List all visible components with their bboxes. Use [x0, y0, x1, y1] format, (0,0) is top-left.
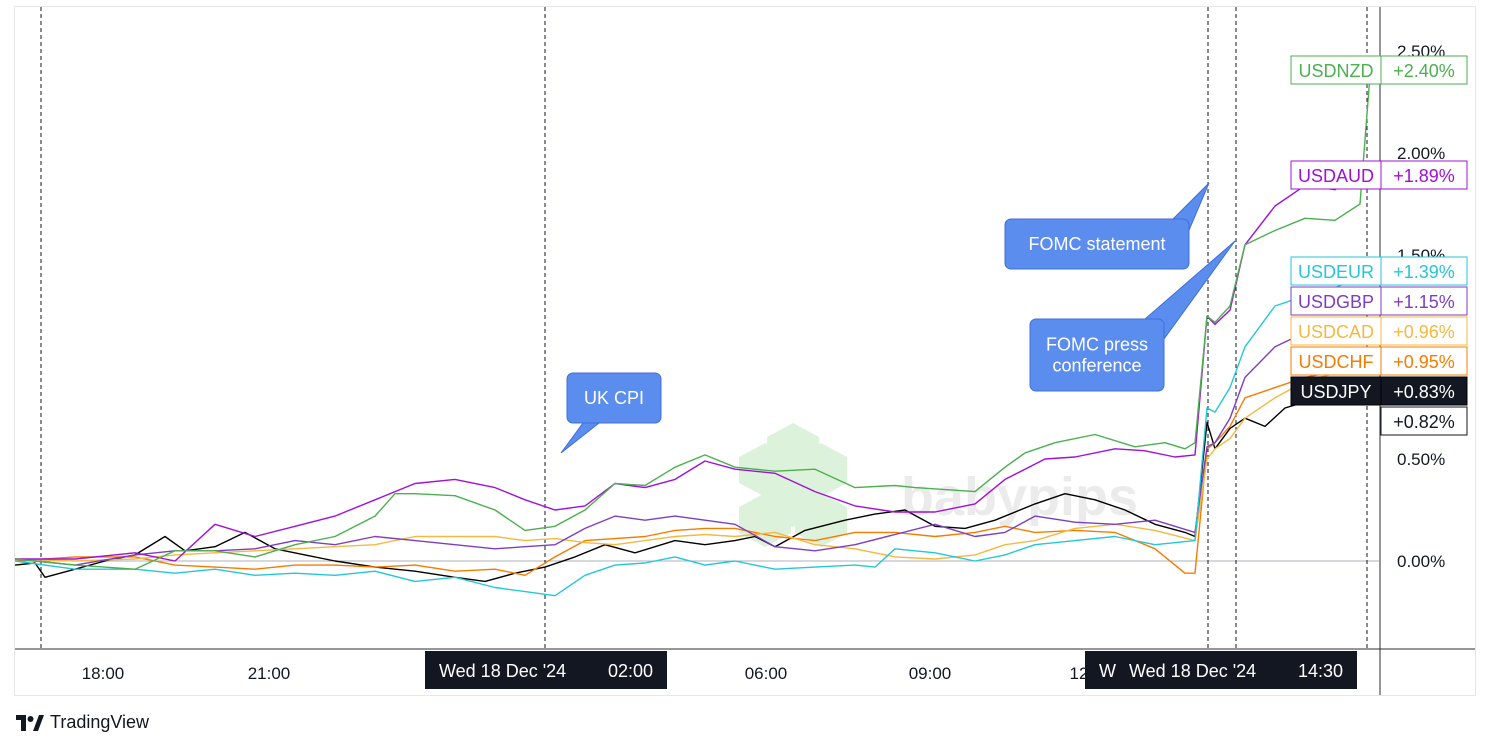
time-label-time: 14:30 [1298, 661, 1343, 681]
callout-box [1029, 318, 1165, 392]
tradingview-brand[interactable]: TradingView [16, 712, 149, 733]
callout-text: UK CPI [584, 388, 644, 408]
series-price: +0.82% [1393, 412, 1455, 432]
crosshair-time-label: Wed 18 Dec '24 02:00 [425, 651, 667, 689]
series-label-usdjpy[interactable]: USDJPY +0.83% +0.82% [1290, 376, 1468, 436]
series-name-tag [1290, 346, 1382, 376]
series-name: USDGBP [1298, 292, 1374, 312]
chart-frame: babypips 2.50% 2.00% 1.50% 0.50% 0.00% 18:00 21… [14, 6, 1476, 696]
series-value: +1.89% [1393, 166, 1455, 186]
watermark-hexagon-icon [795, 443, 847, 497]
watermark-hexagon-icon [767, 423, 819, 477]
annotation-callout: UK CPI [560, 372, 662, 454]
time-label-date: Wed 18 Dec '24 [1129, 661, 1256, 681]
series-value-tag [1380, 256, 1468, 286]
annotation-callout: FOMC statement [1004, 182, 1210, 270]
watermark-hexagon-icon [767, 473, 819, 527]
watermark-hexagon-icon [795, 493, 847, 547]
callout-box [566, 372, 662, 424]
series-name: USDCHF [1299, 352, 1374, 372]
x-tick-label: 09:00 [909, 664, 952, 683]
series-name: USDCAD [1298, 322, 1374, 342]
crosshair-time-label: W Wed 18 Dec '24 14:30 [1085, 651, 1357, 689]
series-value-tag [1380, 286, 1468, 316]
series-line-usdjpy [15, 391, 1361, 583]
y-tick-label: 0.50% [1397, 450, 1445, 469]
series-value-tag [1380, 160, 1468, 190]
series-value-tag [1380, 316, 1468, 346]
brand-name: TradingView [50, 712, 150, 732]
x-tick-label: 21:00 [248, 664, 291, 683]
time-label-prefix: W [1099, 661, 1116, 681]
y-tick-label: 0.00% [1397, 552, 1445, 571]
y-tick-label: 2.00% [1397, 144, 1445, 163]
callout-text: conference [1052, 356, 1141, 376]
series-value-tag [1380, 376, 1468, 406]
time-label-bg [1085, 651, 1357, 689]
time-label-bg [425, 651, 667, 689]
series-value: +0.83% [1393, 382, 1455, 402]
series-name-tag [1290, 286, 1382, 316]
series-name: USDNZD [1299, 61, 1374, 81]
series-value-tag [1380, 346, 1468, 376]
series-label-usdnzd[interactable]: USDNZD +2.40% [1290, 55, 1468, 85]
series-line-usdnzd [15, 75, 1371, 570]
series-name: USDAUD [1298, 166, 1374, 186]
series-name-tag [1290, 256, 1382, 286]
series-label-usdeur[interactable]: USDEUR +1.39% [1290, 256, 1468, 286]
series-line-usdgbp [15, 325, 1361, 566]
series-label-usdchf[interactable]: USDCHF +0.95% [1290, 346, 1468, 376]
series-value: +0.96% [1393, 322, 1455, 342]
callout-box [1004, 218, 1190, 270]
time-label-date: Wed 18 Dec '24 [439, 661, 566, 681]
callout-tail [560, 422, 601, 454]
callout-text: FOMC press [1046, 335, 1148, 355]
watermark-text: babypips [901, 467, 1138, 527]
series-price-tag [1380, 406, 1468, 436]
x-tick-label: 06:00 [745, 664, 788, 683]
series-value: +0.95% [1393, 352, 1455, 372]
series-name: USDJPY [1300, 382, 1371, 402]
x-tick-label: 12 [1070, 664, 1089, 683]
series-line-usdchf [15, 366, 1361, 576]
babypips-watermark: babypips [739, 423, 1138, 547]
series-label-usdaud[interactable]: USDAUD +1.89% [1290, 160, 1468, 190]
series-line-usdeur [15, 276, 1361, 597]
series-value: +1.39% [1393, 262, 1455, 282]
time-label-time: 02:00 [608, 661, 653, 681]
series-value: +1.15% [1393, 292, 1455, 312]
series-name-tag [1290, 376, 1382, 406]
series-label-usdcad[interactable]: USDCAD +0.96% [1290, 316, 1468, 346]
callout-text: FOMC statement [1028, 234, 1165, 254]
series-name: USDEUR [1298, 262, 1374, 282]
series-value: +2.40% [1393, 61, 1455, 81]
series-line-usdcad [15, 364, 1361, 562]
tradingview-logo-icon [16, 714, 44, 731]
series-name-tag [1290, 316, 1382, 346]
series-value-tag [1380, 55, 1468, 85]
series-label-usdgbp[interactable]: USDGBP +1.15% [1290, 286, 1468, 316]
x-tick-label: 18:00 [82, 664, 125, 683]
